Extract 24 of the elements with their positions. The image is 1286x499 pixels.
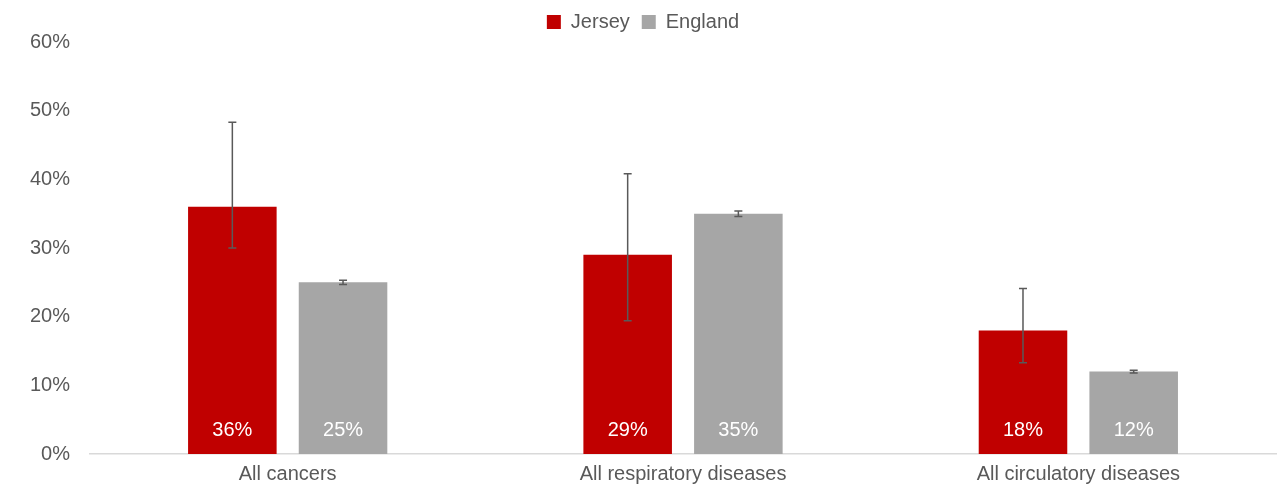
bar bbox=[694, 213, 783, 454]
data-label: 29% bbox=[607, 417, 648, 440]
x-tick-label: All circulatory diseases bbox=[976, 461, 1181, 484]
data-label: 18% bbox=[1002, 417, 1044, 440]
y-tick-label: 60% bbox=[30, 29, 71, 52]
data-label: 36% bbox=[212, 417, 253, 440]
y-tick-label: 40% bbox=[30, 166, 71, 189]
legend-label: Jersey bbox=[570, 9, 630, 32]
bar bbox=[583, 254, 672, 454]
y-tick-label: 0% bbox=[41, 441, 71, 464]
bar bbox=[298, 282, 388, 454]
x-tick-label: All respiratory diseases bbox=[579, 461, 787, 484]
y-tick-label: 30% bbox=[30, 235, 71, 258]
data-label: 25% bbox=[323, 417, 364, 440]
data-label: 35% bbox=[718, 417, 759, 440]
y-tick-label: 20% bbox=[30, 304, 71, 327]
bar bbox=[1089, 371, 1178, 454]
legend-label: England bbox=[665, 9, 740, 32]
y-tick-label: 10% bbox=[30, 372, 71, 395]
bar bbox=[978, 330, 1068, 454]
x-tick-label: All cancers bbox=[238, 461, 337, 484]
data-label: 12% bbox=[1113, 417, 1154, 440]
y-tick-label: 50% bbox=[30, 98, 71, 121]
bar bbox=[188, 206, 277, 454]
